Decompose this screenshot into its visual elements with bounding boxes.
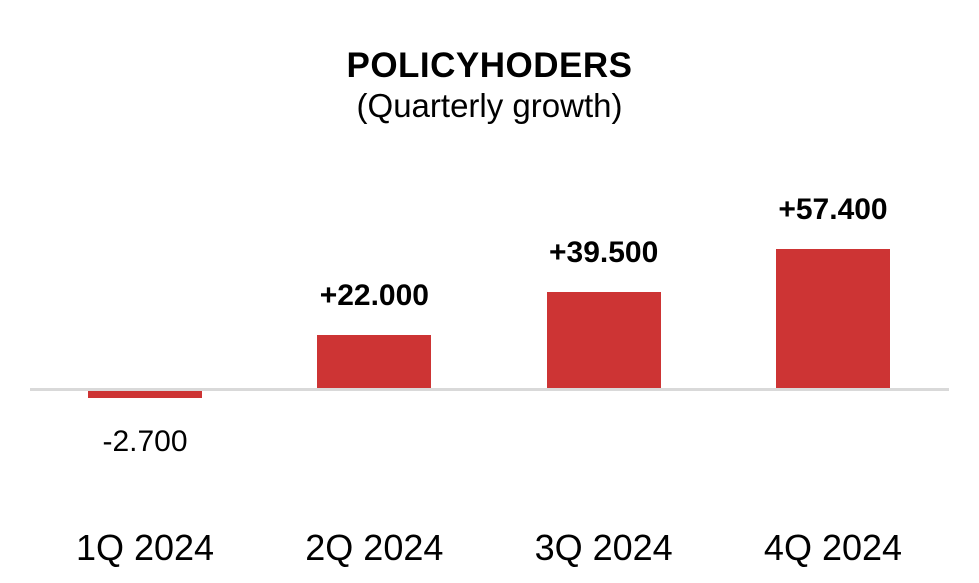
value-label: -2.700: [102, 425, 188, 458]
value-label: +22.000: [319, 279, 429, 312]
x-axis-label: 4Q 2024: [763, 527, 903, 568]
value-label: +57.400: [778, 193, 888, 226]
bar-2q-2024: [317, 335, 432, 388]
chart-subtitle: (Quarterly growth): [356, 87, 623, 124]
x-axis-label: 1Q 2024: [75, 527, 215, 568]
value-label: +39.500: [549, 236, 659, 269]
x-axis-label: 3Q 2024: [534, 527, 673, 568]
x-axis-line: [30, 388, 949, 391]
chart-title: POLICYHODERS: [346, 46, 633, 85]
x-axis-label: 2Q 2024: [305, 527, 444, 568]
bar-3q-2024: [546, 292, 661, 388]
bar-1q-2024: [88, 391, 202, 398]
bar-4q-2024: [775, 249, 890, 388]
